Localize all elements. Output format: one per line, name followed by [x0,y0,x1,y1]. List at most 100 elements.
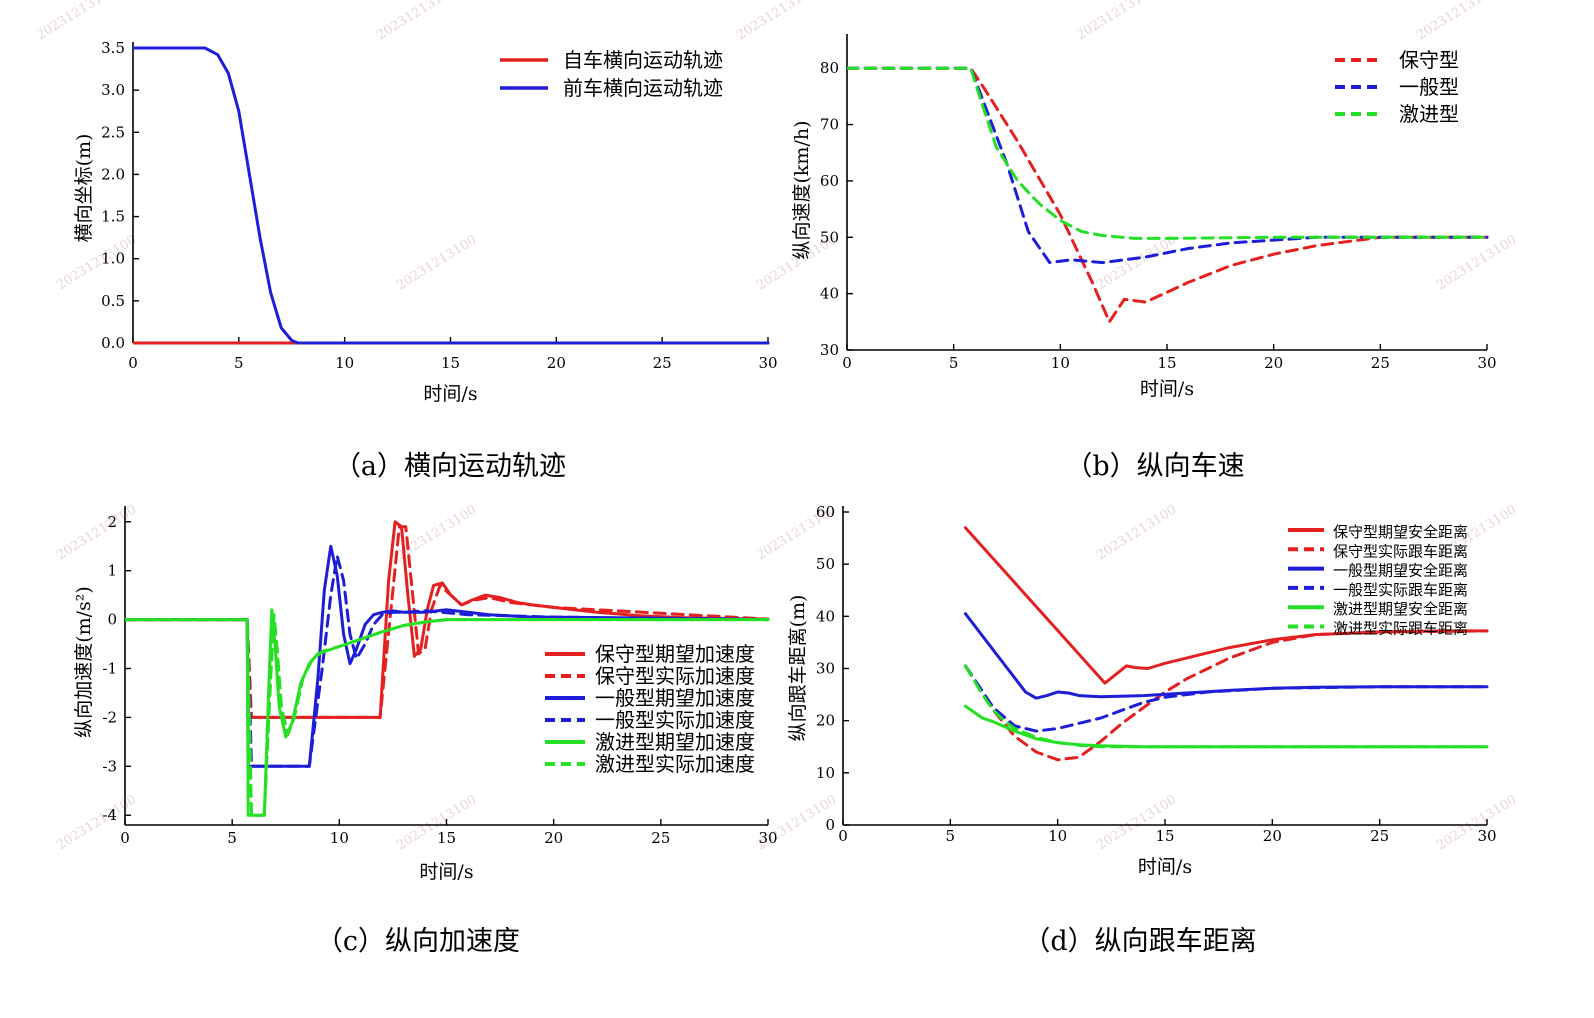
y-tick-label: 80 [820,59,839,77]
x-tick-label: 30 [1477,354,1496,372]
y-tick-label: 0 [825,816,835,834]
x-tick-label: 20 [1264,354,1283,372]
y-axis-label: 横向坐标(m) [73,134,95,243]
legend-label: 保守型期望加速度 [595,642,755,666]
series-line-c-5 [125,613,770,817]
y-tick-label: 30 [820,341,839,359]
y-tick-label: 0 [107,611,117,629]
y-tick-label: -3 [102,757,117,775]
x-tick-label: 15 [1155,827,1174,845]
watermark-text: 20231213100 [54,232,139,293]
y-tick-label: 40 [816,607,835,625]
series-line-a-1 [133,46,770,345]
watermark-text: 20231213100 [1434,232,1519,293]
y-tick-label: -2 [102,708,117,726]
y-tick-label: 2.0 [101,165,125,183]
legend-label: 一般型实际跟车距离 [1333,581,1468,599]
plot-area [847,66,1489,324]
x-tick-label: 30 [758,354,777,372]
legend-label: 保守型期望安全距离 [1333,523,1468,541]
watermark-text: 20231213100 [394,502,479,563]
x-tick-label: 0 [120,829,130,847]
legend-d: 保守型期望安全距离保守型实际跟车距离一般型期望安全距离一般型实际跟车距离激进型期… [1288,523,1468,638]
y-tick-label: 0.5 [101,292,125,310]
x-axis-label: 时间/s [1138,856,1192,878]
y-tick-label: 1 [107,562,117,580]
legend-label: 保守型 [1399,48,1459,72]
plot-area [125,520,770,817]
legend-label: 激进型 [1399,102,1459,126]
figure-caption: （c）纵向加速度 [316,926,520,957]
x-tick-label: 25 [653,354,672,372]
x-tick-label: 15 [437,829,456,847]
y-tick-label: 1.5 [101,208,125,226]
y-tick-label: 1.0 [101,250,125,268]
y-tick-label: 30 [816,660,835,678]
y-tick-label: 3.0 [101,81,125,99]
x-axis-label: 时间/s [419,861,473,883]
x-tick-label: 20 [544,829,563,847]
watermark-text: 20231213100 [734,0,819,43]
series-line-d-3 [963,664,1489,733]
x-tick-label: 5 [227,829,237,847]
watermark-text: 20231213100 [394,232,479,293]
series-line-c-1 [125,525,770,719]
figure-caption: （d）纵向跟车距离 [1023,926,1256,957]
watermark-text: 20231213100 [1414,0,1499,43]
x-tick-label: 25 [651,829,670,847]
series-line-b-2 [847,66,1489,240]
y-tick-label: 2 [107,513,117,531]
y-axis-label: 纵向加速度(m/s²) [73,586,95,738]
watermark-text: 20231213100 [1094,232,1179,293]
x-tick-label: 5 [946,827,956,845]
x-tick-label: 25 [1370,827,1389,845]
legend-label: 激进型实际加速度 [595,752,755,776]
series-line-d-1 [963,629,1489,762]
legend-label: 自车横向运动轨迹 [563,48,723,72]
legend-label: 激进型实际跟车距离 [1333,620,1468,638]
x-tick-label: 10 [330,829,349,847]
legend-label: 一般型期望安全距离 [1333,562,1468,580]
y-axis-label: 纵向跟车距离(m) [787,595,809,742]
legend-label: 保守型实际加速度 [595,664,755,688]
series-line-d-5 [963,664,1489,749]
x-tick-label: 15 [441,354,460,372]
series-line-c-4 [125,608,770,817]
legend-label: 激进型期望安全距离 [1333,600,1468,618]
watermark-text: 20231213100 [54,502,139,563]
y-tick-label: 0.0 [101,334,125,352]
y-tick-label: 50 [820,228,839,246]
x-axis-label: 时间/s [1140,378,1194,400]
legend-label: 一般型实际加速度 [595,708,755,732]
x-tick-label: 30 [1477,827,1496,845]
watermark-text: 20231213100 [34,0,119,43]
series-line-b-0 [847,66,1489,324]
legend-c: 保守型期望加速度保守型实际加速度一般型期望加速度一般型实际加速度激进型期望加速度… [545,642,755,776]
x-tick-label: 30 [758,829,777,847]
y-tick-label: 3.5 [101,39,125,57]
x-tick-label: 20 [1263,827,1282,845]
series-line-b-1 [847,66,1489,265]
chart-b: 0 5 10 15 20 25 30 30 40 50 60 70 80 时间/s 纵向速度(km/h) 保守… [791,34,1497,482]
y-tick-label: 20 [816,712,835,730]
y-tick-label: 40 [820,285,839,303]
legend-label: 一般型 [1399,75,1459,99]
legend-label: 激进型期望加速度 [595,730,755,754]
x-tick-label: 20 [547,354,566,372]
legend-label: 一般型期望加速度 [595,686,755,710]
x-tick-label: 10 [1051,354,1070,372]
plot-area [133,46,770,345]
y-tick-label: 50 [816,555,835,573]
x-tick-label: 15 [1157,354,1176,372]
y-tick-label: 60 [820,172,839,190]
watermark-text: 20231213100 [1074,0,1159,43]
y-axis-label: 纵向速度(km/h) [791,121,813,260]
y-tick-label: 70 [820,116,839,134]
x-tick-label: 5 [234,354,244,372]
figure-caption: （a）横向运动轨迹 [334,451,566,482]
series-line-d-0 [963,526,1489,685]
